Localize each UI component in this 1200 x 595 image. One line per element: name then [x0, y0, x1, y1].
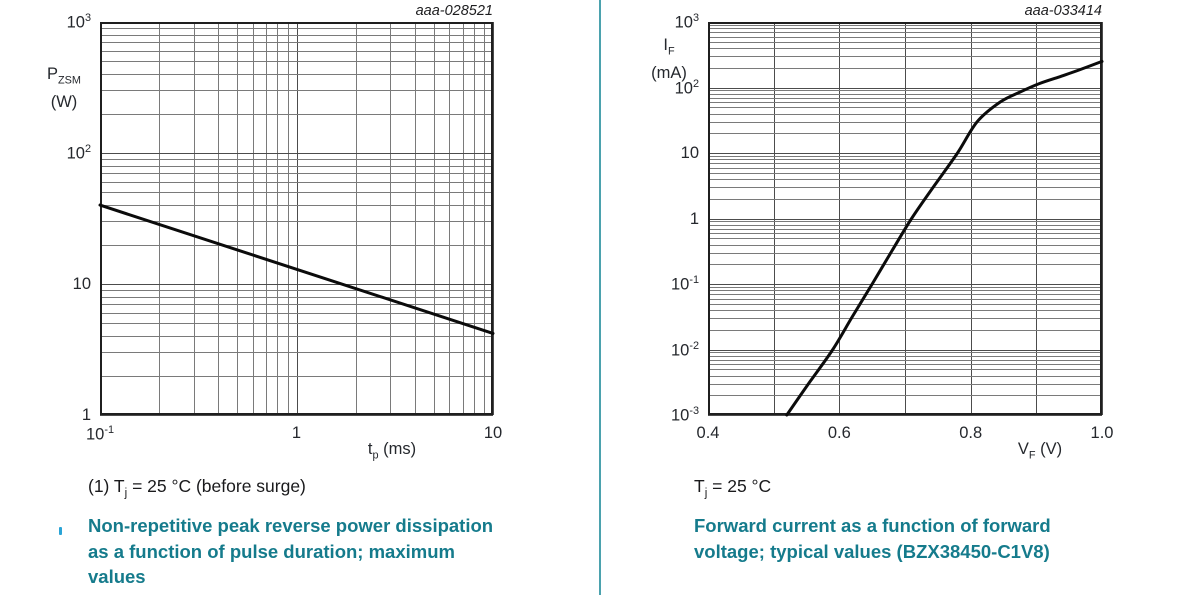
y-axis-quantity-left: PZSM [47, 65, 81, 87]
data-curve [785, 59, 1104, 417]
caption-line: as a function of pulse duration; maximum [88, 540, 455, 562]
y-tick-label: 103 [66, 12, 91, 32]
x-tick-label: 0.4 [696, 424, 720, 442]
caption-line: voltage; typical values (BZX38450-C1V8) [694, 540, 1050, 562]
caption-line: values [88, 566, 146, 587]
y-axis-title-right: IF (mA) [631, 34, 707, 84]
x-axis-title-right: VF (V) [1017, 440, 1063, 462]
figure-caption-right: Forward current as a function of forward… [694, 513, 1051, 564]
y-tick-label: 1 [689, 209, 699, 228]
column-divider [599, 0, 601, 595]
y-tick-label: 102 [674, 77, 699, 97]
x-tick-label: 1 [291, 424, 302, 442]
caption-line: Forward current as a function of forward [694, 515, 1051, 536]
bullet-artifact-mark [59, 527, 62, 535]
y-tick-label: 10-2 [670, 339, 699, 359]
x-tick-label: 1.0 [1090, 424, 1114, 442]
plot-frame [708, 22, 1102, 415]
figure-code-right: aaa-033414 [1024, 3, 1102, 19]
condition-note-left: (1) Tj = 25 °C (before surge) [88, 476, 306, 500]
chart-canvas [98, 21, 495, 417]
y-tick-label: 10 [72, 274, 91, 293]
x-tick-label: 10 [483, 424, 503, 442]
caption-line: Non-repetitive peak reverse power dissip… [88, 515, 494, 536]
x-axis-title-left: tp (ms) [367, 440, 417, 462]
y-tick-label: 1 [81, 405, 91, 424]
y-tick-label: 103 [674, 12, 699, 32]
y-tick-label: 10 [680, 143, 699, 162]
y-tick-label: 10-1 [670, 274, 699, 294]
chart-canvas [707, 21, 1104, 417]
condition-note-right: Tj = 25 °C [694, 476, 772, 500]
data-curve [98, 203, 495, 335]
x-tick-label: 0.8 [959, 424, 983, 442]
y-tick-label: 10-3 [670, 405, 699, 425]
plot-frame [100, 22, 493, 415]
x-tick-label: 0.6 [827, 424, 851, 442]
y-axis-unit-right: (mA) [651, 64, 687, 83]
y-axis-title-left: PZSM (W) [26, 63, 102, 113]
plot-area-left: 10-1 1 10 103 102 10 1 [67, 13, 503, 443]
y-tick-label: 102 [66, 143, 91, 163]
plot-area-right: 0.4 0.6 0.8 1.0 103 102 10 1 10-1 10-2 10-3 [671, 13, 1114, 441]
figure-caption-left: Non-repetitive peak reverse power dissip… [88, 513, 493, 590]
y-axis-quantity-right: IF [663, 36, 675, 58]
y-axis-unit-left: (W) [50, 93, 78, 112]
figure-code-left: aaa-028521 [415, 3, 493, 19]
x-tick-label: 10-1 [85, 424, 115, 444]
